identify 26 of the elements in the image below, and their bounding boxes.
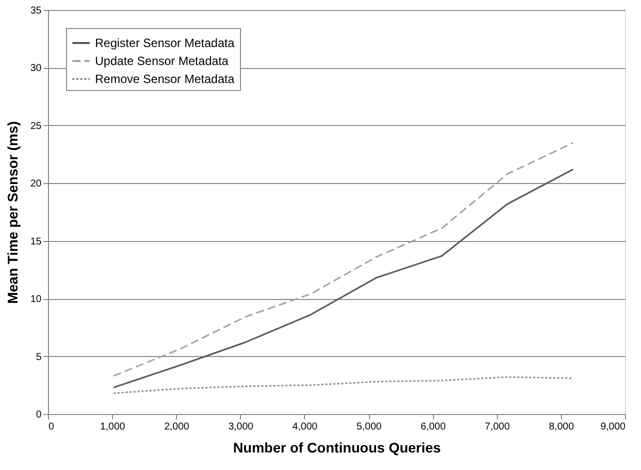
x-tick-label: 8,000 xyxy=(548,422,574,432)
x-tick-label: 1,000 xyxy=(100,422,126,432)
legend-label: Register Sensor Metadata xyxy=(95,36,235,50)
legend-label: Update Sensor Metadata xyxy=(95,54,229,68)
y-tick-label: 5 xyxy=(36,352,42,363)
x-tick-label: 5,000 xyxy=(356,422,382,432)
y-tick-label: 25 xyxy=(30,120,42,132)
y-tick-label: 20 xyxy=(30,178,42,190)
x-tick-label: 7,000 xyxy=(484,422,510,432)
y-tick-label: 0 xyxy=(36,410,42,420)
x-tick-label: 4,000 xyxy=(292,422,318,432)
line-series xyxy=(112,168,574,388)
x-tick-label: 6,000 xyxy=(420,422,446,432)
y-axis-title: Mean Time per Sensor (ms) xyxy=(4,121,20,304)
x-tick-label: 9,000 xyxy=(600,422,626,432)
x-tick-label: 2,000 xyxy=(164,422,190,432)
x-axis-title: Number of Continuous Queries xyxy=(233,440,442,456)
line-series xyxy=(112,142,574,377)
legend-label: Remove Sensor Metadata xyxy=(95,72,235,86)
y-tick-label: 10 xyxy=(30,294,42,306)
y-tick-label: 15 xyxy=(30,236,42,248)
x-tick-label: 0 xyxy=(48,422,54,432)
line-series xyxy=(112,376,574,394)
y-tick-label: 35 xyxy=(30,6,42,16)
y-tick-label: 30 xyxy=(30,63,42,74)
x-tick-label: 3,000 xyxy=(228,422,254,432)
